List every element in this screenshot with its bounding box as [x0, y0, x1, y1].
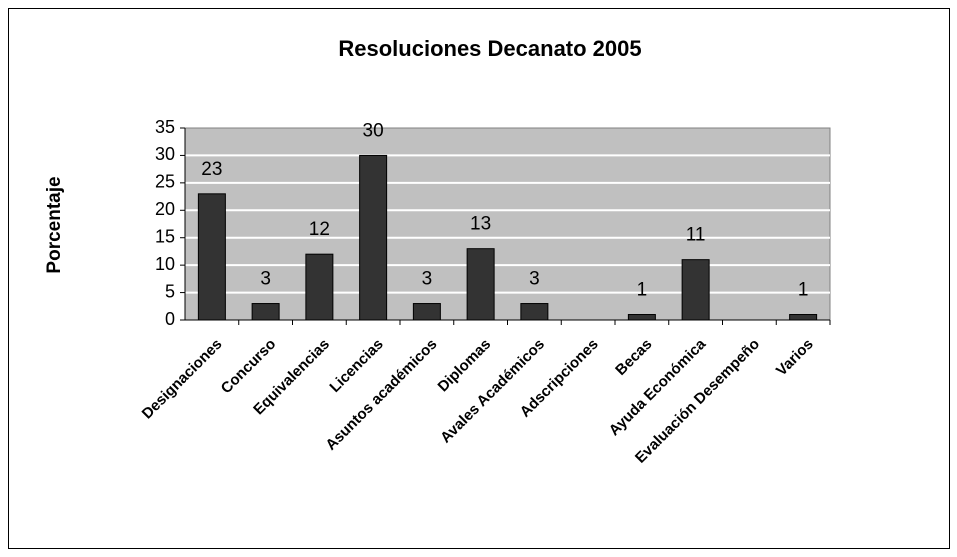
plot-area — [184, 127, 831, 321]
bar — [305, 253, 334, 321]
bar — [251, 303, 280, 321]
y-tick-label: 10 — [155, 254, 175, 274]
y-axis-label: Porcentaje — [44, 176, 65, 273]
data-label: 1 — [798, 280, 809, 301]
data-label: 3 — [260, 269, 271, 290]
y-tick-label: 15 — [155, 226, 175, 246]
y-tick-label: 30 — [155, 144, 175, 164]
data-label: 1 — [637, 280, 648, 301]
data-label: 3 — [422, 269, 433, 290]
data-label: 23 — [201, 159, 222, 180]
data-label: 12 — [309, 219, 330, 240]
y-tick-label: 0 — [165, 309, 175, 329]
y-tick-label: 20 — [155, 199, 175, 219]
bar — [520, 303, 549, 321]
bar — [466, 248, 495, 321]
bar — [681, 259, 710, 321]
data-label: 11 — [686, 225, 706, 246]
bar — [627, 314, 656, 321]
bar — [359, 154, 388, 321]
bar — [789, 314, 818, 321]
bar — [412, 303, 441, 321]
data-label: 13 — [470, 214, 491, 235]
chart-title: Resoluciones Decanato 2005 — [338, 36, 641, 61]
y-tick-label: 5 — [165, 281, 175, 301]
y-tick-label: 25 — [155, 172, 175, 192]
data-label: 3 — [529, 269, 540, 290]
y-tick-label: 35 — [155, 117, 175, 137]
data-label: 30 — [363, 120, 384, 141]
bar — [197, 193, 226, 321]
